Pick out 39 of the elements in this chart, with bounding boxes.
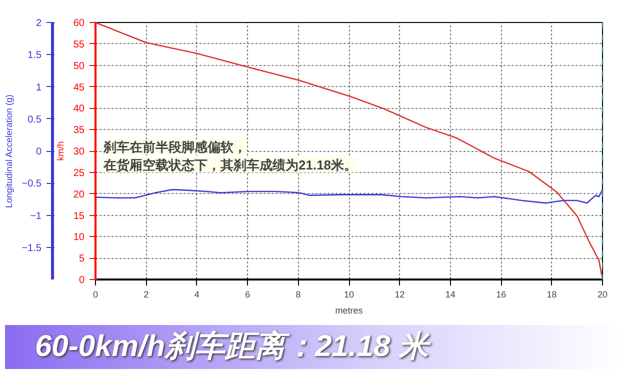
x-tick-label: 18 — [546, 290, 557, 300]
line-series — [96, 188, 602, 204]
y2-tick-label: −0.5 — [22, 178, 42, 190]
y-tick-label: 0 — [78, 275, 85, 286]
y-tick-label: 55 — [73, 39, 85, 50]
annotation: 在货厢空载状态下，其刹车成绩为21.18米。 — [102, 158, 358, 172]
x-tick-label: 4 — [194, 290, 200, 300]
y-tick-label: 5 — [78, 254, 85, 265]
x-tick-label: 20 — [597, 290, 608, 300]
x-tick-label: 6 — [245, 290, 250, 300]
x-tick-label: 0 — [92, 290, 98, 300]
y-tick-label: 50 — [73, 60, 85, 72]
y2-tick-label: 1.5 — [28, 50, 42, 62]
x-tick-label: 2 — [144, 290, 149, 300]
y2-tick-label: 0.5 — [28, 114, 42, 126]
text: 60-0km/h刹车距离：21.18 米 — [35, 329, 428, 365]
y2-tick-label: 1 — [36, 82, 42, 94]
y-tick-label: 10 — [73, 232, 85, 244]
y-tick-label: 60 — [73, 18, 85, 29]
y-tick-label: 35 — [73, 125, 85, 136]
x-tick-label: 8 — [296, 290, 301, 300]
y-axis-title: km/h — [55, 141, 66, 161]
y-tick-label: 25 — [73, 168, 85, 179]
x-tick-label: 10 — [344, 290, 354, 300]
y-tick-label: 45 — [73, 82, 85, 94]
y-tick-label: 40 — [73, 104, 85, 115]
y-tick-label: 20 — [73, 189, 85, 200]
x-tick-label: 12 — [394, 290, 405, 300]
y2-tick-label: −1 — [30, 210, 42, 222]
y2-tick-label: 2 — [36, 18, 42, 29]
y-tick-label: 30 — [73, 146, 85, 158]
x-tick-label: 14 — [445, 290, 456, 300]
y2-tick-label: −1.5 — [22, 242, 42, 254]
y2-tick-label: 0 — [36, 146, 42, 158]
x-axis-title: metres — [335, 306, 364, 316]
y-tick-label: 15 — [73, 210, 85, 222]
annotation: 刹车在前半段脚感偏软， — [102, 140, 246, 154]
y2-axis-title: Longitudinal Acceleration (g) — [4, 94, 14, 208]
x-tick-label: 16 — [496, 290, 506, 300]
